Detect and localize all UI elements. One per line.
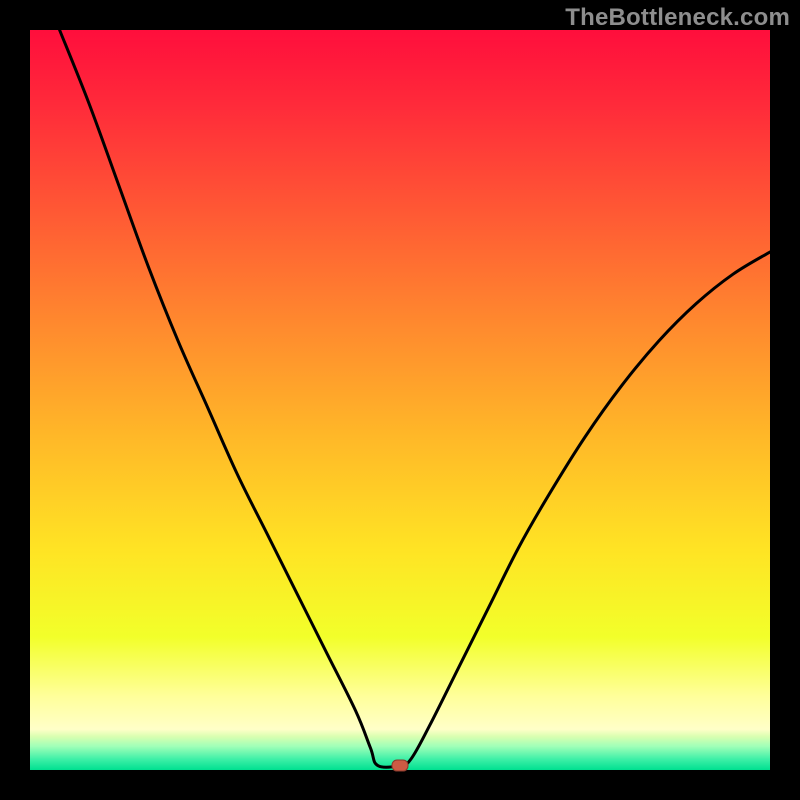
chart-stage: TheBottleneck.com bbox=[0, 0, 800, 800]
bottleneck-chart bbox=[0, 0, 800, 800]
plot-background bbox=[30, 30, 770, 770]
watermark-text: TheBottleneck.com bbox=[565, 4, 790, 32]
optimal-point-marker bbox=[392, 760, 408, 771]
